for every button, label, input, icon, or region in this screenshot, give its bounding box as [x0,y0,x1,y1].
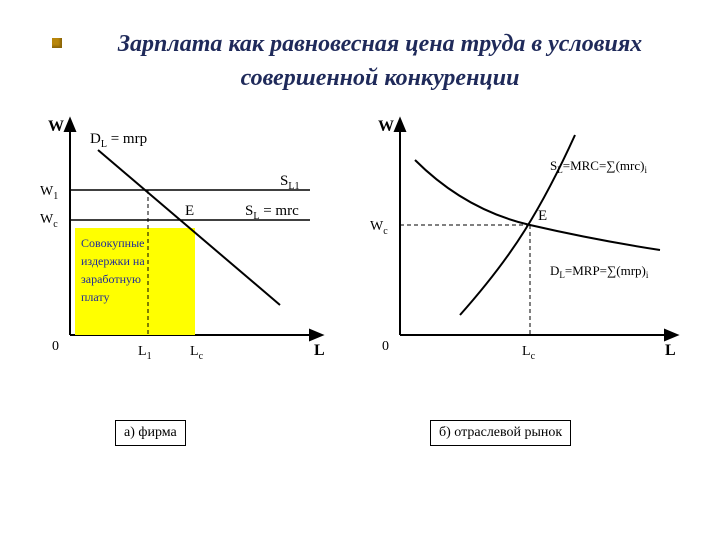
w1-label: W1 [40,184,58,202]
highlight-text-3: заработную [81,272,141,286]
caption-market: б) отраслевой рынок [430,420,571,446]
origin-label-left: 0 [52,339,59,354]
lc-label-right: Lc [522,344,536,362]
e-label-left: E [185,203,194,219]
demand-label-left: DL = mrp [90,131,147,150]
title-line-2: совершенной конкуренции [241,65,520,91]
wc-label-left: Wc [40,212,58,230]
supply-label-right: SL=MRC=∑(mrc)i [550,158,647,175]
x-axis-label-right: L [665,342,676,359]
slide-title: Зарплата как равновесная цена труда в ус… [60,28,700,95]
caption-firm: а) фирма [115,420,186,446]
charts-container: Совокупные издержки на заработную плату … [30,115,690,405]
lc-label-left: Lc [190,344,204,362]
y-axis-label-left: W [48,118,64,135]
chart-firm: Совокупные издержки на заработную плату … [30,115,330,375]
chart-market: W L 0 E Wc Lc SL=MRC=∑(mrc)i DL=MRP=∑(mr… [360,115,690,375]
highlight-text-4: плату [81,290,110,304]
wc-label-right: Wc [370,219,388,237]
e-label-right: E [538,208,547,224]
y-axis-label-right: W [378,118,394,135]
demand-curve [415,160,660,250]
highlight-text-2: издержки на [81,254,145,268]
supply-lower-label: SL = mrc [245,203,299,222]
title-line-1: Зарплата как равновесная цена труда в ус… [118,31,642,57]
l1-label: L1 [138,344,152,362]
supply-upper-label: SL1 [280,173,299,192]
highlight-text-1: Совокупные [81,236,144,250]
x-axis-label-left: L [314,342,325,359]
demand-label-right: DL=MRP=∑(mrp)i [550,263,649,280]
origin-label-right: 0 [382,339,389,354]
